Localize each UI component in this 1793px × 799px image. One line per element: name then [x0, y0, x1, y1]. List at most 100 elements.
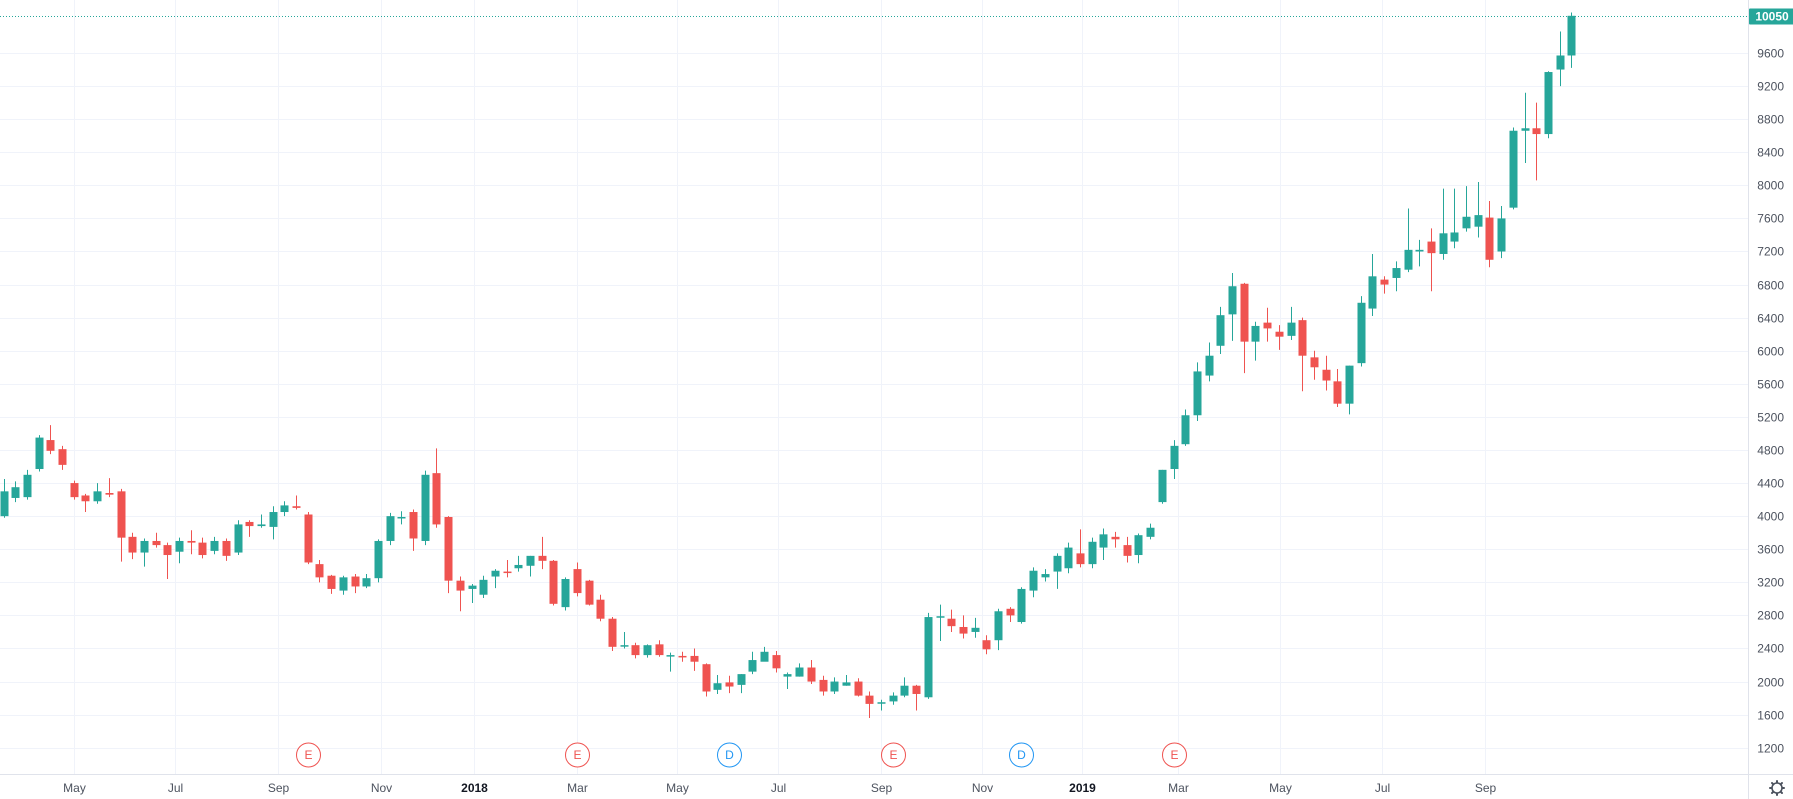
gear-icon[interactable] [1769, 780, 1785, 796]
x-tick-label: Jul [168, 781, 183, 795]
candle [1427, 228, 1436, 292]
candle [514, 555, 523, 572]
candle [386, 512, 395, 546]
event-label: E [304, 748, 312, 762]
candle-body [737, 674, 746, 685]
candle-body [678, 655, 687, 658]
candle [561, 577, 570, 611]
candle [1532, 102, 1541, 181]
candle-body [1064, 547, 1073, 569]
candle [549, 559, 558, 606]
candle [421, 470, 430, 546]
y-tick-label: 4800 [1757, 444, 1784, 458]
y-tick-label: 9200 [1757, 80, 1784, 94]
candle-body [1322, 369, 1331, 381]
candle-body [23, 474, 32, 498]
candle [46, 425, 55, 455]
y-tick-label: 9600 [1757, 47, 1784, 61]
candle-body [900, 685, 909, 696]
candle [257, 514, 266, 528]
candle-body [421, 474, 430, 541]
candle [351, 574, 360, 594]
candle [93, 483, 102, 504]
grid-lines [0, 0, 1748, 774]
candle [1392, 261, 1401, 292]
dividend-marker: D [717, 742, 742, 768]
x-tick-label: Nov [371, 781, 392, 795]
candle [854, 678, 863, 697]
candle-body [1216, 315, 1225, 346]
candle [304, 512, 313, 565]
candle-body [971, 627, 980, 632]
candle-body [830, 681, 839, 692]
candle [1053, 553, 1062, 589]
candle [1439, 188, 1448, 260]
y-tick-label: 8000 [1757, 179, 1784, 193]
candle-body [1439, 233, 1448, 254]
candle [280, 501, 289, 517]
candle [140, 538, 149, 567]
y-tick-label: 6000 [1757, 345, 1784, 359]
candle-body [222, 540, 231, 556]
candle-body [573, 569, 582, 594]
candle-body [1123, 545, 1132, 556]
candle [152, 532, 161, 548]
candle [362, 574, 371, 589]
candle-body [105, 492, 114, 495]
candle-body [1462, 216, 1471, 229]
candle-body [1053, 555, 1062, 572]
candle [807, 660, 816, 685]
candle [795, 663, 804, 677]
candle-body [351, 576, 360, 587]
candle [1240, 282, 1249, 374]
candle-body [865, 695, 874, 704]
x-tick-label: Nov [972, 781, 993, 795]
candle-body [1170, 445, 1179, 470]
candle [327, 574, 336, 594]
candle [1158, 469, 1167, 504]
candle [1485, 201, 1494, 268]
event-circle [1009, 742, 1034, 768]
candle [1556, 31, 1565, 87]
candle-body [152, 540, 161, 546]
candle [982, 635, 991, 655]
candle-body [11, 487, 20, 498]
candle-body [257, 524, 266, 527]
candle-body [514, 564, 523, 569]
candle-body [81, 495, 90, 502]
candle-body [1310, 357, 1319, 368]
candle [23, 469, 32, 500]
candle [1567, 12, 1576, 68]
candle-body [479, 579, 488, 595]
candle-body [1205, 355, 1214, 376]
candle [1322, 355, 1331, 391]
candle [1216, 306, 1225, 355]
candle [374, 539, 383, 583]
candle-body [128, 536, 137, 553]
candle [175, 537, 184, 564]
candle-body [409, 512, 418, 539]
dividend-marker: D [1009, 742, 1034, 768]
candle-body [269, 512, 278, 527]
candle-body [245, 521, 254, 527]
candle [538, 536, 547, 570]
candle [1088, 537, 1097, 569]
candle [1170, 440, 1179, 479]
candle [889, 692, 898, 705]
candle [1017, 587, 1026, 624]
candle [912, 684, 921, 711]
candle [491, 569, 500, 589]
x-tick-label: Jul [771, 781, 786, 795]
candle-body [1287, 322, 1296, 336]
y-tick-label: 4000 [1757, 510, 1784, 524]
y-tick-label: 3600 [1757, 543, 1784, 557]
candle-body [444, 516, 453, 581]
candle-body [772, 655, 781, 669]
candle [666, 652, 675, 672]
candle [620, 631, 629, 649]
candle [128, 532, 137, 560]
y-tick-label: 6400 [1757, 312, 1784, 326]
x-tick-label: 2018 [461, 781, 488, 795]
